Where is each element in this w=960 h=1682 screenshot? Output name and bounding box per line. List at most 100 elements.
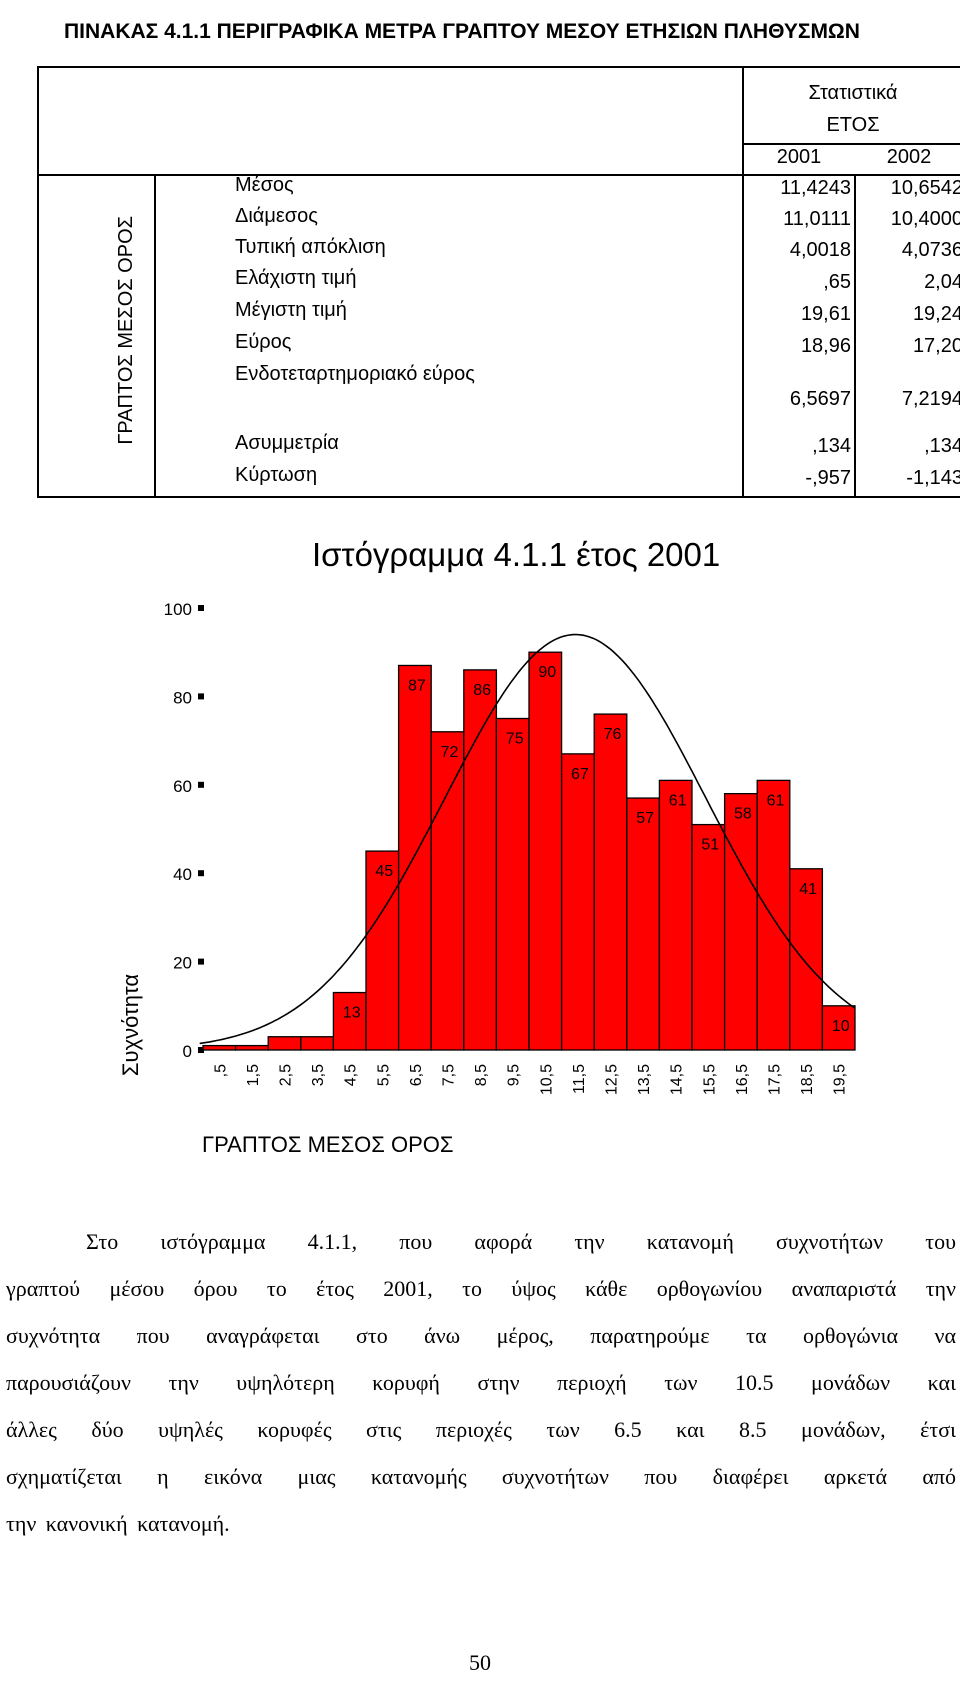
x-tick-label: 4,5 (343, 1064, 360, 1086)
histogram-bar (691, 823, 726, 1051)
row-value-max-2002: 19,24 (912, 303, 960, 325)
y-tick-label: 60 (173, 777, 192, 796)
row-label-min: Ελάχιστη τιμή (235, 267, 357, 289)
row-label-std: Τυπική απόκλιση (235, 236, 386, 258)
bar-value-label: 41 (799, 881, 817, 898)
row-label-mean: Μέσος (235, 174, 294, 196)
year-divider (744, 143, 960, 145)
x-ticks: ,5 1,5 2,5 3,5 4,5 5,5 6,5 7,5 8,5 9,5 10,5 11,5 12,… (212, 1064, 848, 1095)
row-value-range-2002: 17,20 (912, 335, 960, 357)
histogram-bar (723, 792, 758, 1051)
histogram-bar (300, 1036, 335, 1051)
row-label-kurtosis: Κύρτωση (235, 464, 318, 486)
histogram-bar (430, 731, 465, 1051)
row-value-iqr-2002: 7,2194 (901, 388, 960, 410)
normal-curve (199, 633, 856, 1045)
y-tick-mark (198, 870, 204, 877)
bar-value-label: 72 (441, 744, 459, 761)
x-tick-label: 15,5 (701, 1064, 718, 1095)
y-tick-label: 40 (173, 865, 192, 884)
paragraph-line: την κανονική κατανομή. (6, 1511, 230, 1536)
row-value-mean-2001: 11,4243 (780, 177, 851, 199)
y-tick-mark (198, 781, 204, 788)
paragraph-line: συχνότητα που αναγράφεται στο άνω μέρος,… (6, 1323, 956, 1348)
y-axis-label: Συχνότητα (118, 974, 143, 1076)
x-tick-label: 7,5 (441, 1064, 458, 1086)
x-tick-label: 19,5 (832, 1064, 849, 1095)
x-tick-label: 6,5 (408, 1064, 425, 1086)
bar-value-label: 51 (701, 837, 719, 854)
histogram-bar (821, 1005, 856, 1051)
row-group-divider (154, 174, 156, 496)
header-year-2002: 2002 (886, 146, 932, 168)
histogram-bar (397, 664, 432, 1051)
bar-labels: 13 45 87 72 86 75 90 67 76 57 61 51 58 61 41 10 (343, 664, 850, 1035)
x-tick-label: 13,5 (636, 1064, 653, 1095)
paragraph-line: σχηματίζεται η εικόνα μιας κατανομής συχ… (6, 1464, 956, 1489)
row-value-std-2001: 4,0018 (789, 239, 851, 261)
histogram-bar (495, 717, 530, 1051)
bar-value-label: 57 (636, 810, 654, 827)
bar-value-label: 87 (408, 677, 426, 694)
row-value-max-2001: 19,61 (800, 303, 851, 325)
y-tick-mark (198, 693, 204, 700)
y-tick-label: 100 (164, 600, 192, 619)
bar-value-label: 13 (343, 1005, 361, 1022)
paragraph-line: Στο ιστόγραμμα 4.1.1, που αφορά την κατα… (86, 1229, 956, 1254)
header-year: ΕΤΟΣ (826, 114, 880, 136)
x-tick-label: 2,5 (278, 1064, 295, 1086)
x-tick-label: 11,5 (571, 1064, 588, 1094)
row-value-mean-2002: 10,6542 (890, 177, 960, 199)
header-stats: Στατιστικά (808, 82, 898, 104)
x-tick-label: 3,5 (310, 1064, 327, 1086)
histogram-svg: Ιστόγραμμα 4.1.1 έτος 2001 Συχνότητα ΓΡΑ… (118, 536, 856, 1157)
row-value-kurtosis-2001: -,957 (805, 467, 851, 489)
histogram-bar (234, 1044, 269, 1051)
bar-value-label: 90 (538, 664, 556, 681)
histogram-bar (789, 868, 824, 1051)
bar-value-label: 61 (767, 792, 785, 809)
histogram-bar (560, 753, 595, 1051)
bar-value-label: 76 (604, 726, 622, 743)
x-tick-label: 8,5 (473, 1064, 490, 1086)
bars (202, 651, 856, 1051)
x-tick-label: 17,5 (767, 1064, 784, 1095)
histogram-bar (626, 797, 661, 1051)
row-label-median: Διάμεσος (235, 205, 318, 227)
y-tick-mark (198, 605, 204, 611)
header-divider (39, 174, 960, 176)
histogram-bar (332, 991, 367, 1051)
bar-value-label: 67 (571, 766, 589, 783)
paragraph-line: παρουσιάζουν την υψηλότερη κορυφή στην π… (6, 1370, 956, 1395)
y-tick-label: 0 (183, 1042, 192, 1061)
histogram-bar (528, 651, 563, 1051)
x-tick-label: 1,5 (245, 1064, 262, 1086)
histogram-bar (593, 713, 628, 1051)
page-number: 50 (469, 1650, 491, 1675)
row-value-min-2002: 2,04 (924, 271, 960, 293)
y-tick-mark (198, 958, 204, 965)
histogram-bar (463, 669, 498, 1051)
header-year-2001: 2001 (776, 146, 822, 168)
bar-value-label: 61 (669, 792, 687, 809)
table-title: ΠΙΝΑΚΑΣ 4.1.1 ΠΕΡΙΓΡΑΦΙΚΑ ΜΕΤΡΑ ΓΡΑΠΤΟΥ … (64, 20, 860, 43)
row-label-skewness: Ασυμμετρία (235, 432, 339, 454)
paragraph-line: γραπτού μέσου όρου το έτος 2001, το ύψος… (6, 1276, 956, 1301)
y-tick-label: 20 (173, 954, 192, 973)
x-tick-label: 10,5 (538, 1064, 555, 1095)
bar-value-label: 75 (506, 731, 524, 748)
row-value-range-2001: 18,96 (800, 335, 851, 357)
row-label-iqr: Ενδοτεταρτημοριακό εύρος (235, 363, 475, 385)
histogram-bar (202, 1044, 237, 1051)
x-tick-label: 12,5 (604, 1064, 621, 1095)
stats-table: Στατιστικά ΕΤΟΣ 2001 2002 ΓΡΑΠΤΟΣ ΜΕΣΟΣ … (37, 66, 960, 498)
row-label-range: Εύρος (235, 331, 292, 353)
histogram-bar (658, 779, 693, 1051)
column-divider-2 (854, 174, 856, 496)
y-tick-label: 80 (173, 688, 192, 707)
body-paragraph: Στο ιστόγραμμα 4.1.1, που αφορά την κατα… (6, 1218, 956, 1547)
bar-value-label: 58 (734, 806, 752, 823)
column-divider-1 (742, 68, 744, 496)
bar-value-label: 10 (832, 1018, 850, 1035)
x-tick-label: 16,5 (734, 1064, 751, 1095)
